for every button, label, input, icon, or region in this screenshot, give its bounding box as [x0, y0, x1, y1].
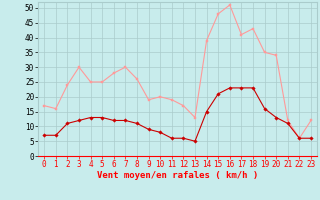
X-axis label: Vent moyen/en rafales ( km/h ): Vent moyen/en rafales ( km/h )	[97, 171, 258, 180]
